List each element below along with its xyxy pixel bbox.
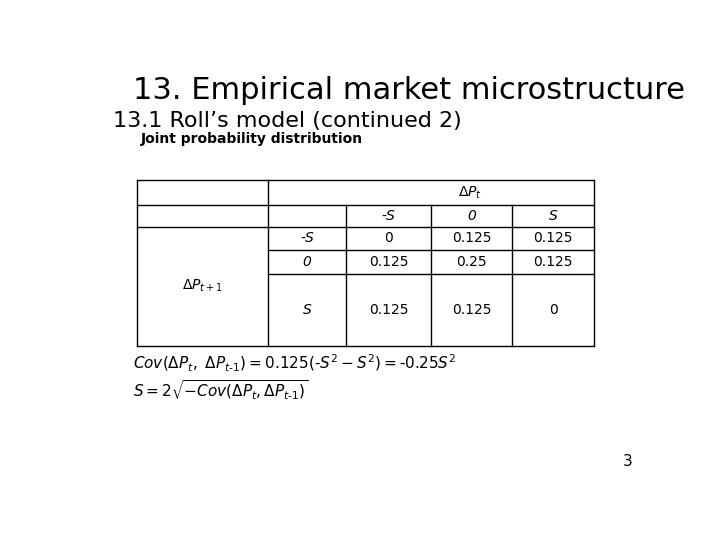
Text: 0: 0: [302, 255, 312, 269]
Text: $\Delta P_{t+1}$: $\Delta P_{t+1}$: [182, 278, 222, 294]
Text: 0.25: 0.25: [456, 255, 487, 269]
Text: 0: 0: [549, 303, 557, 317]
Text: 0.125: 0.125: [369, 255, 408, 269]
Text: 0.125: 0.125: [369, 303, 408, 317]
Text: S: S: [302, 303, 311, 317]
Text: 0.125: 0.125: [534, 255, 573, 269]
Text: -S: -S: [382, 209, 395, 222]
Text: $\Delta P_t$: $\Delta P_t$: [458, 185, 482, 201]
Text: $S = 2\sqrt{-\mathit{Cov}(\Delta P_t, \Delta P_{t\text{-}1})}$: $S = 2\sqrt{-\mathit{Cov}(\Delta P_t, \D…: [132, 378, 308, 402]
Text: 0.125: 0.125: [452, 303, 492, 317]
Text: 0.125: 0.125: [534, 231, 573, 245]
Text: Joint probability distribution: Joint probability distribution: [140, 132, 362, 146]
Text: -S: -S: [300, 231, 314, 245]
Text: 0: 0: [467, 209, 476, 222]
Text: $\mathit{Cov}(\Delta P_t,\ \Delta P_{t\text{-}1}) = 0.125(\text{-}S^2 - S^2) = \: $\mathit{Cov}(\Delta P_t,\ \Delta P_{t\t…: [132, 353, 456, 374]
Text: 13. Empirical market microstructure: 13. Empirical market microstructure: [132, 76, 685, 105]
Text: 0: 0: [384, 231, 392, 245]
Text: 0.125: 0.125: [452, 231, 492, 245]
Text: S: S: [549, 209, 557, 222]
Text: 3: 3: [623, 454, 632, 469]
Text: 13.1 Roll’s model (continued 2): 13.1 Roll’s model (continued 2): [113, 111, 462, 131]
